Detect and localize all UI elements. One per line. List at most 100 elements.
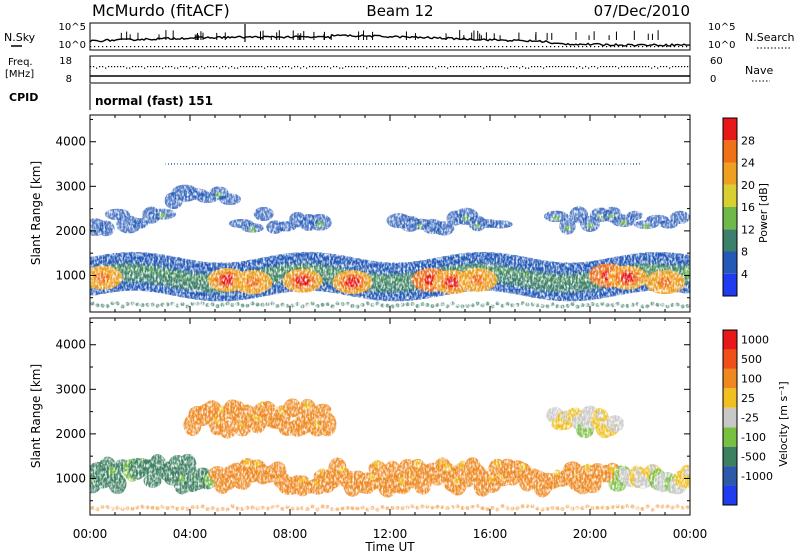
velocity-near-range-cell — [455, 504, 460, 509]
power-far-range-speck — [306, 163, 307, 165]
power-near-range-cell — [290, 303, 295, 308]
nsearch-dot — [214, 46, 216, 48]
power-colorbar-swatch — [723, 118, 737, 141]
power-far-range-speck — [516, 163, 517, 165]
power-far-range-speck — [465, 163, 466, 165]
nsearch-dot — [522, 46, 524, 48]
nsearch-dot — [346, 46, 348, 48]
cpid-value: normal (fast) 151 — [95, 94, 213, 108]
freq-panel-frame — [89, 55, 691, 84]
nave-dot — [429, 66, 431, 68]
velocity-colorbar-swatch — [723, 368, 737, 389]
nsearch-dot — [402, 46, 404, 48]
nave-dot — [324, 66, 326, 68]
power-near-range-cell — [140, 303, 145, 308]
nave-dot — [519, 67, 521, 69]
nsearch-dot — [422, 46, 424, 48]
nave-dot — [444, 66, 446, 68]
power-far-range-speck — [510, 163, 511, 165]
power-far-range-speck — [225, 163, 226, 165]
power-upper-cell — [248, 226, 257, 233]
power-far-range-speck — [624, 163, 625, 165]
nave-dot — [522, 66, 524, 68]
velocity-near-range-cell — [380, 505, 385, 510]
velocity-near-range-cell — [520, 504, 525, 509]
nave-dot — [672, 66, 674, 68]
power-far-range-speck — [267, 163, 268, 165]
nave-dot — [507, 67, 509, 69]
nave-dot — [351, 66, 353, 68]
velocity-near-range-cell — [385, 506, 390, 511]
freq-label: Freq. — [8, 57, 33, 68]
power-far-range-speck — [513, 163, 514, 165]
velocity-colorbar-swatch — [723, 388, 737, 408]
nave-dot — [309, 66, 311, 68]
nsearch-dot — [266, 46, 268, 48]
velocity-near-range-cell — [335, 507, 340, 512]
nave-dot — [414, 66, 416, 68]
power-near-range-cell — [310, 301, 315, 306]
nsearch-dot — [538, 46, 540, 48]
velocity-near-range-cell — [665, 504, 670, 509]
nsearch-dot — [330, 46, 332, 48]
power-near-range-cell — [620, 303, 625, 308]
nsearch-dot — [686, 46, 688, 48]
velocity-near-range-cell — [210, 505, 215, 510]
nave-dot — [366, 67, 368, 69]
nave-dot — [114, 66, 116, 68]
x-tick-label: 00:00 — [73, 527, 108, 541]
nave-dot — [270, 66, 272, 68]
nave-dot — [339, 67, 341, 69]
power-near-range-cell — [565, 303, 570, 308]
nsearch-dot — [418, 46, 420, 48]
power-near-range-cell — [450, 301, 455, 306]
power-near-range-cell — [625, 303, 630, 308]
power-far-range-speck — [213, 163, 214, 165]
nsearch-dot — [198, 46, 200, 48]
power-far-range-speck — [597, 163, 598, 165]
nave-dot — [627, 66, 629, 68]
nsearch-dot — [210, 46, 212, 48]
power-far-range-speck — [333, 163, 334, 165]
nsearch-dot — [478, 46, 480, 48]
nave-dot — [669, 67, 671, 69]
velocity-colorbar-frame — [722, 329, 738, 506]
velocity-near-range-cell — [345, 506, 350, 511]
power-far-range-speck — [612, 163, 613, 165]
power-colorbar-tick-label: 20 — [741, 179, 755, 192]
power-near-range-cell — [455, 303, 460, 308]
nsearch-dot — [598, 46, 600, 48]
power-near-range-cell — [190, 301, 195, 306]
power-far-range-speck — [204, 163, 205, 165]
power-near-range-cell — [240, 303, 245, 308]
nsearch-dot — [414, 46, 416, 48]
velocity-near-range-cell — [185, 506, 190, 511]
power-near-range-cell — [595, 303, 600, 308]
nsearch-dot — [234, 46, 236, 48]
nave-dot — [204, 67, 206, 69]
nave-dot — [417, 66, 419, 68]
power-upper-cell — [219, 193, 241, 206]
power-far-range-speck — [519, 163, 520, 165]
power-far-range-speck — [309, 163, 310, 165]
power-hotspot — [95, 272, 110, 283]
nave-dot — [633, 66, 635, 68]
power-far-range-speck — [588, 163, 589, 165]
nsearch-dot — [290, 46, 292, 48]
power-far-range-speck — [609, 163, 610, 165]
power-far-range-speck — [303, 163, 304, 165]
power-upper-cell — [462, 215, 471, 222]
velocity-near-range-cell — [95, 507, 100, 512]
velocity-cell — [373, 459, 382, 468]
nave-dot — [684, 66, 686, 68]
nave-dot — [246, 66, 248, 68]
nave-dot — [153, 66, 155, 68]
nsearch-dot — [426, 46, 428, 48]
velocity-near-range-cell — [530, 504, 535, 509]
power-far-range-speck — [450, 163, 451, 165]
velocity-ylabel: Slant Range [km] — [29, 364, 43, 468]
nave-dot — [252, 66, 254, 68]
velocity-colorbar-tick-label: 1000 — [741, 334, 769, 347]
nave-dot — [228, 67, 230, 69]
power-heatmap — [90, 163, 690, 309]
